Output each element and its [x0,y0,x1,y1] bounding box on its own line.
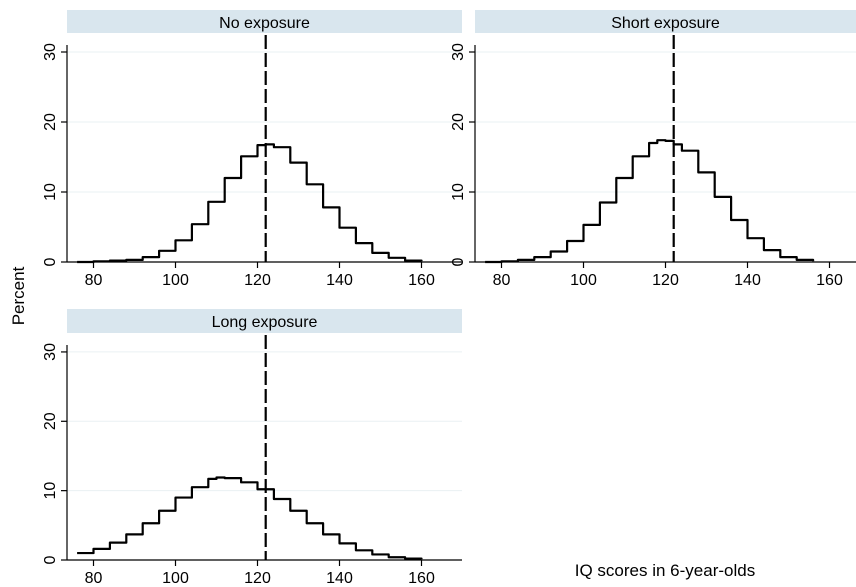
panel-title: No exposure [219,15,310,32]
x-tick-label: 80 [493,272,511,289]
y-tick-label: 20 [42,113,59,131]
y-axis-title: Percent [9,266,28,325]
x-tick-label: 140 [326,272,353,289]
panel-title: Short exposure [611,15,720,32]
series-line [485,139,815,264]
x-tick-label: 140 [326,570,353,587]
series-line [77,143,423,264]
panel-1: No exposure 0 10 20 30 80 100 120 140 160 [42,10,462,289]
x-tick-label: 140 [734,272,761,289]
y-tick-label: 30 [450,43,467,61]
x-tick-label: 100 [162,570,189,587]
y-tick-label: 30 [42,43,59,61]
y-tick-label: 30 [42,343,59,361]
x-axis-title: IQ scores in 6-year-olds [575,561,755,580]
y-tick-label: 20 [450,113,467,131]
x-tick-label: 160 [408,272,435,289]
x-tick-label: 120 [244,272,271,289]
y-tick-label: 20 [42,412,59,430]
x-tick-label: 80 [85,272,103,289]
y-tick-label: 10 [450,183,467,201]
y-tick-label: 0 [42,555,59,564]
panel-title-strip [475,10,856,33]
y-tick-label: 0 [450,257,467,266]
x-tick-label: 80 [85,570,103,587]
x-tick-label: 100 [570,272,597,289]
panel-title-strip [67,10,462,33]
panel-title: Long exposure [212,314,318,331]
panel-2: Short exposure 0 10 20 30 80 100 120 140 160 [450,10,856,289]
x-tick-label: 100 [162,272,189,289]
y-tick-label: 10 [42,183,59,201]
panel-3: Long exposure 0 10 20 30 80 100 120 140 160 [42,309,462,587]
series-line [77,476,423,560]
y-tick-label: 0 [42,257,59,266]
y-tick-label: 10 [42,482,59,500]
x-tick-label: 120 [652,272,679,289]
panel-title-strip [67,309,462,333]
x-tick-label: 120 [244,570,271,587]
x-tick-label: 160 [408,570,435,587]
x-tick-label: 160 [816,272,843,289]
